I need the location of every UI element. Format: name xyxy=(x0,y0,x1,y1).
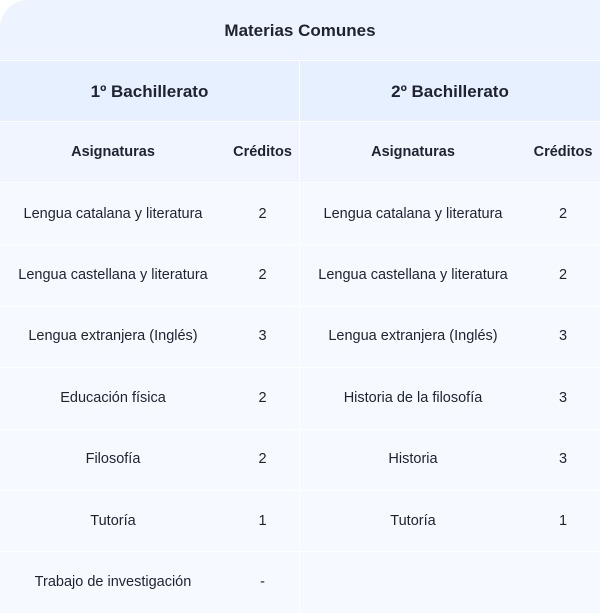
subject-second-year: Historia de la filosofía xyxy=(343,389,483,406)
table-row: Filosofía 2 Historia 3 xyxy=(0,429,600,491)
subject-first-year: Tutoría xyxy=(90,512,136,529)
subject-second-year: Lengua extranjera (Inglés) xyxy=(328,328,498,345)
subject-second-year: Lengua catalana y literatura xyxy=(323,205,503,222)
table-row: Tutoría 1 Tutoría 1 xyxy=(0,491,600,553)
subject-first-year: Lengua extranjera (Inglés) xyxy=(28,328,198,345)
credits-second-year: 2 xyxy=(558,267,568,284)
col-header-credits-second: Créditos xyxy=(533,143,593,160)
credits-first-year: - xyxy=(226,552,300,613)
credits-first-year: 1 xyxy=(226,491,300,552)
column-header-row: Asignaturas Créditos Asignaturas Crédito… xyxy=(0,122,600,183)
table-row: Lengua extranjera (Inglés) 3 Lengua extr… xyxy=(0,306,600,369)
table-row: Trabajo de investigación - xyxy=(0,552,600,613)
table-title: Materias Comunes xyxy=(224,20,376,40)
year-header-first: 1º Bachillerato xyxy=(0,61,300,121)
subject-second-year: Tutoría xyxy=(390,512,436,529)
table-title-row: Materias Comunes xyxy=(0,0,600,61)
table-row: Lengua catalana y literatura 2 Lengua ca… xyxy=(0,184,600,246)
credits-second-year: 3 xyxy=(558,389,568,406)
credits-second-year xyxy=(526,552,600,613)
credits-first-year: 2 xyxy=(226,184,300,245)
subject-second-year: Historia xyxy=(388,451,438,468)
col-header-subjects-first: Asignaturas xyxy=(71,143,155,160)
year-header-second: 2º Bachillerato xyxy=(391,81,509,101)
credits-second-year: 3 xyxy=(558,328,568,345)
credits-first-year: 2 xyxy=(226,368,300,429)
subject-second-year: Lengua castellana y literatura xyxy=(318,267,508,284)
table-row: Lengua castellana y literatura 2 Lengua … xyxy=(0,245,600,307)
table-row: Educación física 2 Historia de la filoso… xyxy=(0,368,600,430)
year-header-row: 1º Bachillerato 2º Bachillerato xyxy=(0,61,600,122)
subject-first-year: Trabajo de investigación xyxy=(34,574,192,591)
col-header-subjects-second: Asignaturas xyxy=(371,143,455,160)
subject-first-year: Filosofía xyxy=(85,451,141,468)
credits-first-year: 3 xyxy=(226,306,300,368)
credits-second-year: 2 xyxy=(558,205,568,222)
credits-first-year: 2 xyxy=(226,245,300,306)
subject-first-year: Lengua catalana y literatura xyxy=(23,205,203,222)
col-header-credits-first: Créditos xyxy=(226,122,300,182)
credits-second-year: 3 xyxy=(558,451,568,468)
subject-second-year xyxy=(300,552,526,613)
subject-first-year: Educación física xyxy=(60,389,166,406)
credits-first-year: 2 xyxy=(226,429,300,490)
credits-second-year: 1 xyxy=(558,512,568,529)
subject-first-year: Lengua castellana y literatura xyxy=(18,267,208,284)
